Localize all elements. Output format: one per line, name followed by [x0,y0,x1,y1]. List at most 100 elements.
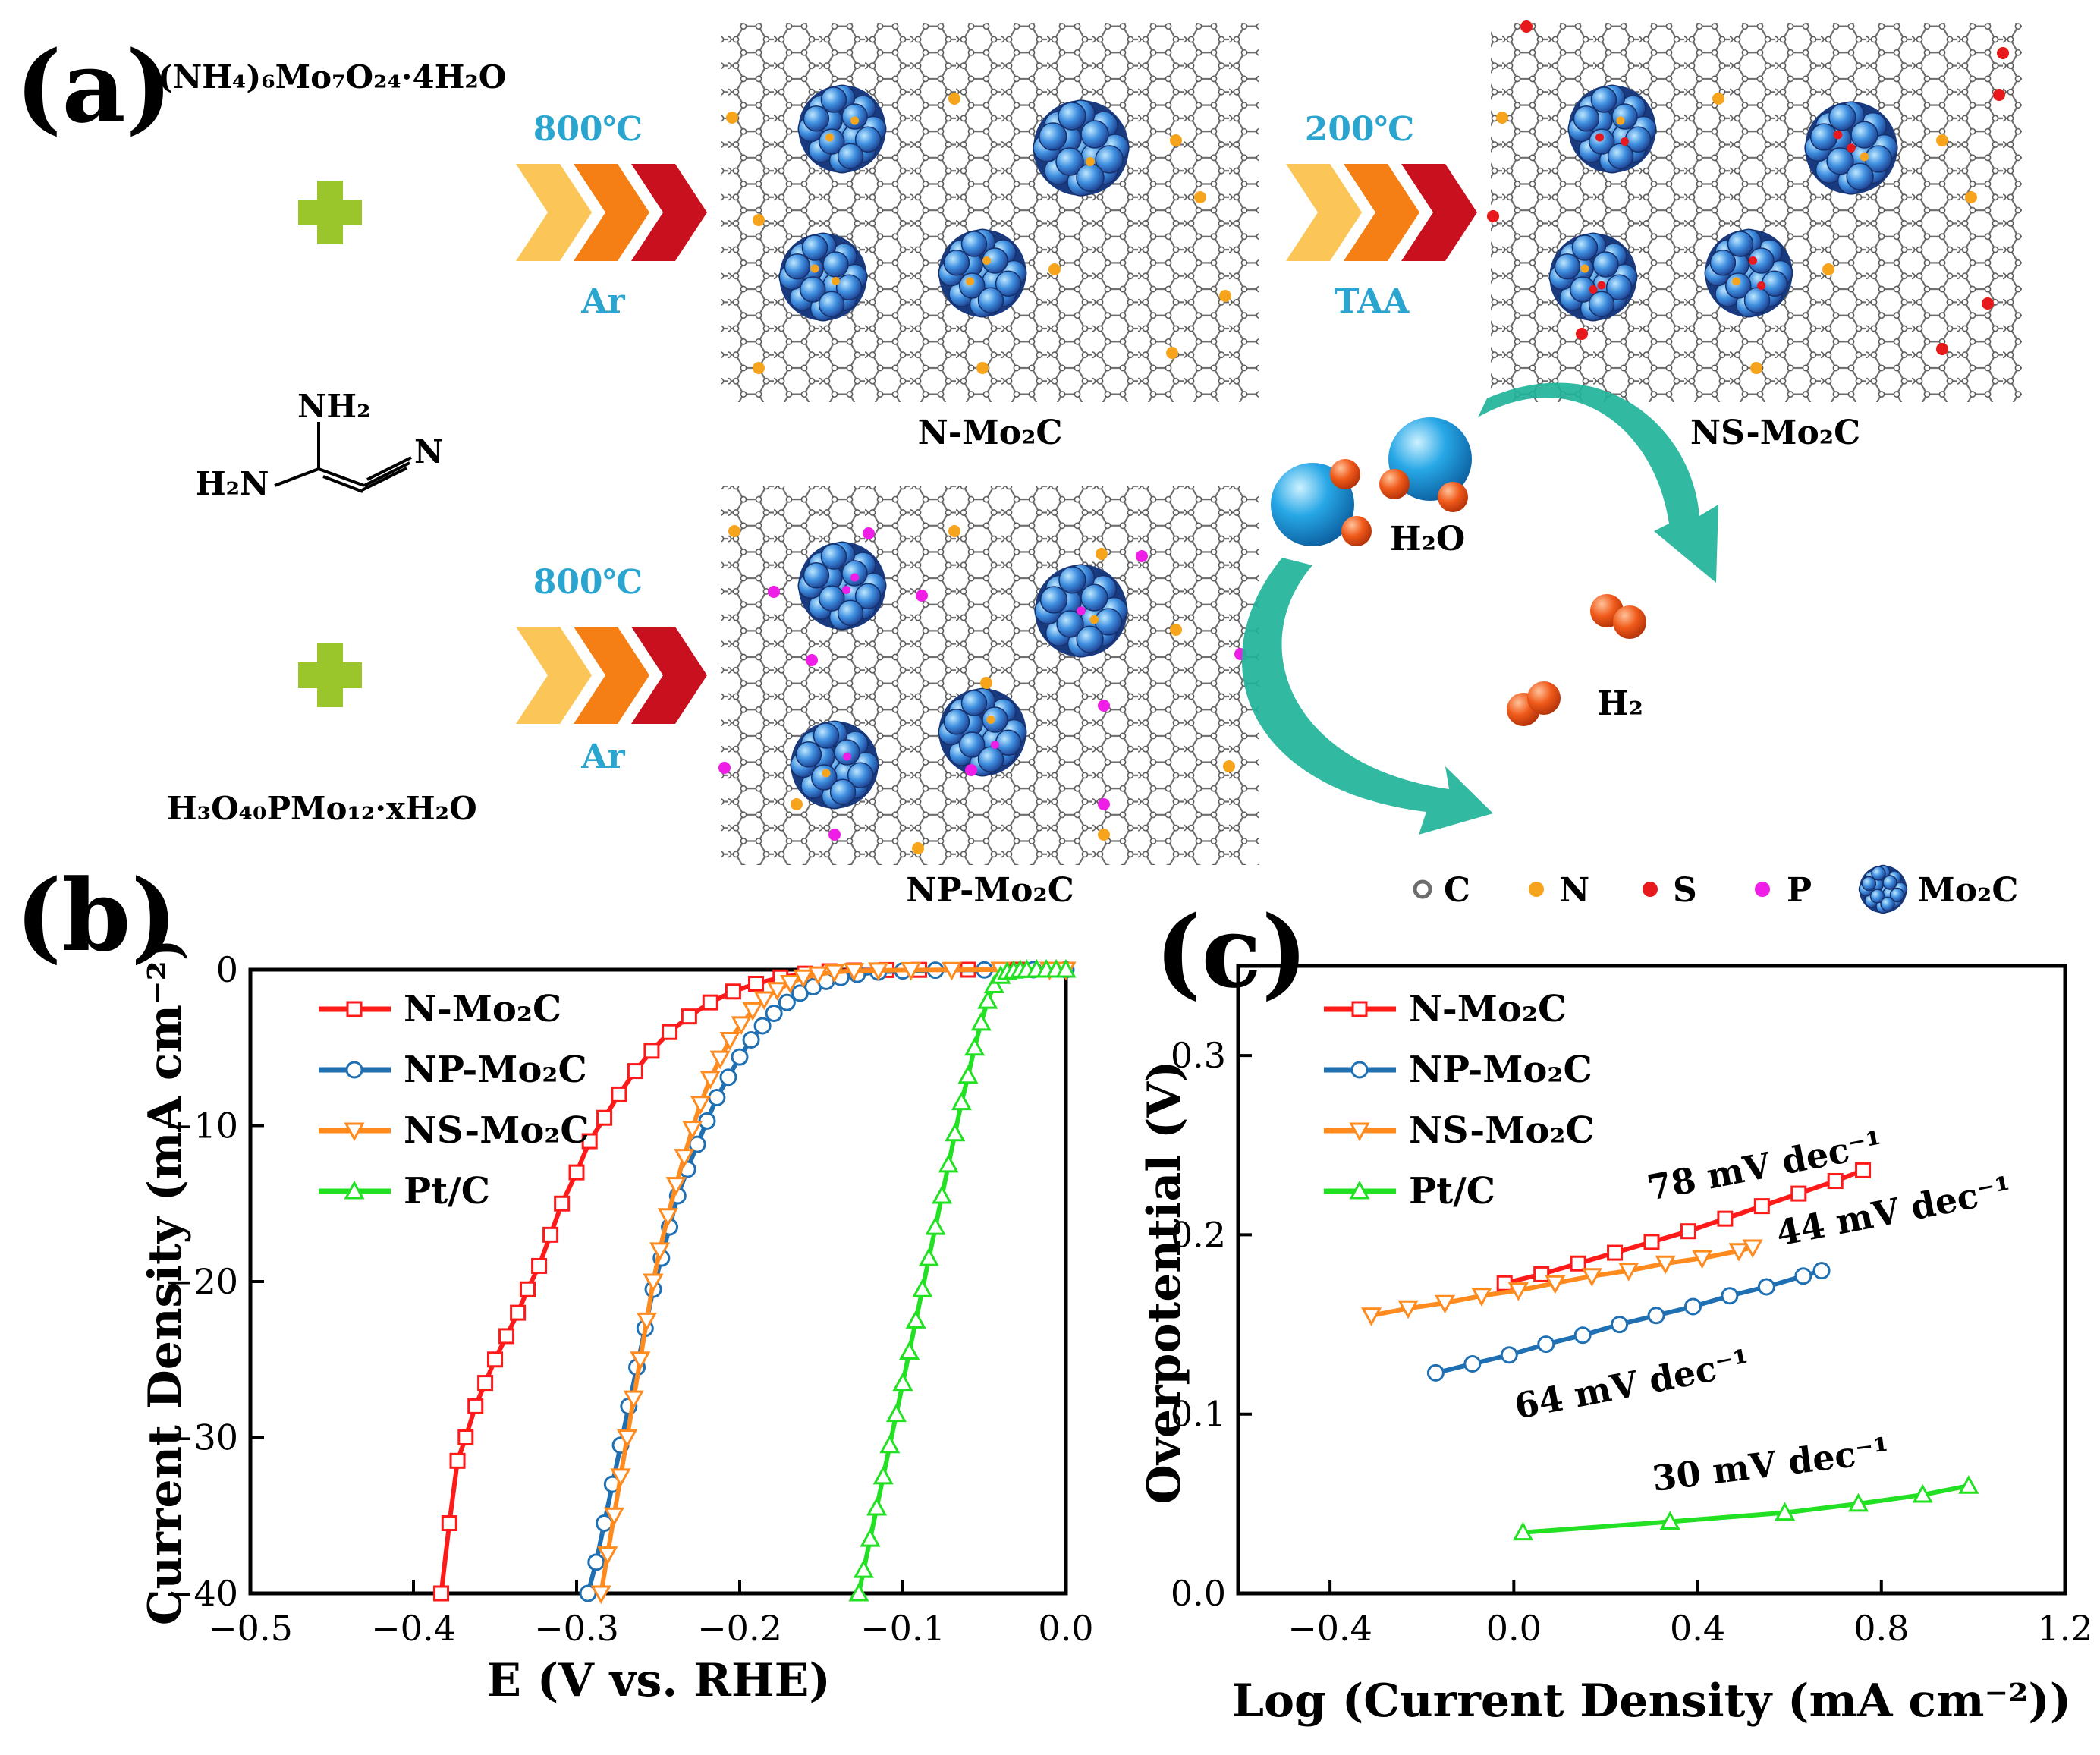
data-point [709,1050,731,1070]
y-axis-label-b: Current Density (mA cm⁻²) [139,939,192,1626]
data-point [901,961,922,981]
data-point [932,1184,953,1204]
data-point [1570,1255,1586,1272]
data-point [719,1031,740,1051]
chevron-arrow-icon [516,164,707,261]
x-tick-label: −0.4 [371,1608,456,1649]
series-3 [1512,1475,1979,1541]
data-point [682,1121,703,1140]
data-point [708,1089,726,1107]
data-point [433,1585,450,1602]
data-point [1692,1250,1713,1269]
legend-c: C [1444,871,1470,910]
data-point [1512,1521,1533,1541]
data-point [1533,1266,1550,1282]
data-point [345,1061,363,1079]
series-2 [590,961,1077,1605]
data-point [1775,1502,1796,1521]
data-point [945,1122,966,1142]
data-point [1573,1326,1592,1345]
data-point [627,1063,643,1080]
y-tick-label: −30 [165,1417,238,1458]
slope-label-ns-mo2c: 44 mV dec⁻¹ [1773,1168,2015,1254]
data-point [766,982,788,1001]
data-point [742,1002,763,1021]
data-point [554,1195,571,1212]
data-point [1618,1263,1639,1282]
legend-label: Pt/C [1409,1170,1495,1212]
atom-legend: C N S P Mo₂C [1413,864,2018,914]
data-point [643,1273,664,1293]
data-point [681,1008,697,1025]
series-2 [1361,1239,1763,1326]
nitrogen-icon [1529,882,1544,897]
data-point [467,1398,484,1414]
precursor-bottom: H₃O₄₀PMo₁₂·xH₂O [167,790,477,827]
data-point [1757,1278,1775,1296]
data-point [1790,1185,1807,1202]
series-line [599,967,1066,1594]
data-point [879,1434,901,1454]
data-point [477,1375,494,1392]
y-axis-label-c: Overpotential (V) [1138,1061,1191,1505]
data-point [346,1001,363,1017]
data-point [587,1553,605,1571]
data-point [590,1585,611,1605]
amine-n: N [414,433,443,470]
data-point [912,1279,933,1297]
reactant-h2o: H₂O [1390,520,1465,558]
y-tick-label: −10 [165,1106,238,1146]
data-point [1351,1001,1368,1017]
data-point [1507,1282,1529,1301]
legend-entry: Pt/C [319,1170,490,1212]
phosphorus-icon [1755,882,1770,897]
amine-nh2: NH₂ [297,388,370,425]
data-point [1717,1210,1734,1227]
data-point [1361,1307,1382,1326]
series-line [857,967,1066,1594]
data-point [885,1403,907,1423]
data-point [1581,1268,1602,1287]
x-tick-label: −0.1 [860,1608,945,1649]
legend-entry: N-Mo₂C [1324,988,1567,1030]
data-point [665,1177,687,1196]
data-point [623,1390,644,1410]
data-point [1055,958,1077,978]
chevron-arrow-icon [1286,164,1477,261]
plus-icon [298,181,362,244]
data-point [1742,1239,1763,1259]
y-tick-label: 0.2 [1171,1214,1226,1255]
product-ns-mo2c: NS-Mo₂C [1690,414,1860,452]
step3-temp: 800℃ [533,563,643,602]
carbon-icon [1413,879,1432,899]
x-axis-label-c: Log (Current Density (mA cm⁻²)) [1232,1675,2071,1728]
data-point [1397,1300,1419,1319]
mo2c-cluster-icon [1858,864,1908,914]
data-point [765,1005,783,1023]
product-np-mo2c: NP-Mo₂C [906,871,1074,910]
data-point [938,1153,959,1173]
x-tick-label: 0.8 [1853,1608,1909,1649]
panel-b-label: (b) [15,857,178,973]
data-point [531,1257,548,1274]
data-point [630,1351,651,1370]
plus-icon [298,643,362,707]
legend-entry: NP-Mo₂C [319,1049,587,1091]
graphene-sheet-np-mo2c [718,486,1259,865]
data-point [344,1122,365,1142]
data-point [487,1351,503,1368]
aminocrotononitrile-molecule [274,422,412,493]
data-point [1794,1267,1812,1285]
data-point [731,1048,749,1066]
data-point [1611,1316,1629,1334]
data-point [925,1216,946,1235]
data-point [1643,1234,1660,1250]
sulfur-icon [1643,882,1658,897]
data-point [636,1312,657,1332]
data-point [824,964,845,983]
legend-label: NS-Mo₂C [404,1109,589,1152]
data-point [778,993,796,1011]
legend-entry: NS-Mo₂C [1324,1109,1595,1152]
data-point [597,1546,618,1565]
